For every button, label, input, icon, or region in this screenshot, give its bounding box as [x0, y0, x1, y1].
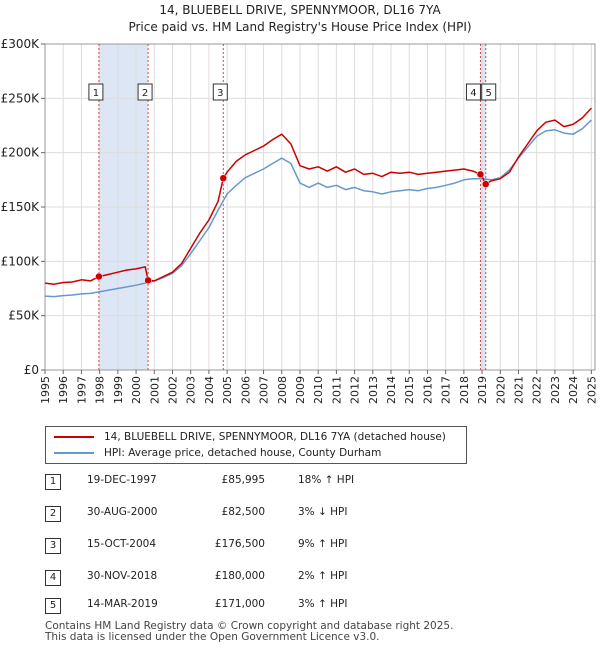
y-tick-label: £100K [1, 254, 41, 268]
sale-number-box [481, 83, 497, 101]
y-tick-label: £150K [1, 200, 41, 214]
x-tick-label: 2010 [312, 376, 325, 404]
sale-hpi-diff: 2% ↑ HPI [298, 570, 348, 582]
chart-legend: 14, BLUEBELL DRIVE, SPENNYMOOR, DL16 7YA… [45, 426, 467, 464]
legend-swatch-price [54, 436, 94, 438]
sale-price: £82,500 [221, 506, 265, 518]
x-tick-label: 2008 [276, 376, 289, 404]
y-tick-label: £200K [1, 146, 41, 160]
x-tick-label: 1998 [94, 376, 107, 404]
x-tick-label: 2016 [421, 376, 434, 404]
sale-price: £176,500 [214, 538, 265, 550]
sale-point-marker [476, 170, 485, 179]
x-tick-label: 2001 [148, 376, 161, 404]
legend-label-hpi: HPI: Average price, detached house, Coun… [104, 447, 382, 459]
chart-title-line1: 14, BLUEBELL DRIVE, SPENNYMOOR, DL16 7YA [159, 3, 441, 17]
chart-title-line2: Price paid vs. HM Land Registry's House … [128, 20, 472, 34]
footer-attribution: Contains HM Land Registry data © Crown c… [45, 621, 453, 643]
sale-number-badge: 2 [45, 506, 61, 522]
legend-label-price: 14, BLUEBELL DRIVE, SPENNYMOOR, DL16 7YA… [104, 431, 446, 443]
sale-date: 19-DEC-1997 [87, 474, 157, 486]
x-tick-label: 1996 [57, 376, 70, 404]
sale-number-box [88, 83, 104, 101]
hpi-series-line [44, 119, 592, 298]
x-tick-label: 2015 [403, 376, 416, 404]
sale-price: £171,000 [214, 598, 265, 610]
footer-line2: This data is licensed under the Open Gov… [45, 631, 380, 643]
table-row: 2 30-AUG-2000 £82,500 3% ↓ HPI [45, 506, 445, 522]
y-tick-label: £250K [1, 91, 41, 105]
sale-number-label: 4 [470, 88, 476, 99]
sale-hpi-diff: 3% ↓ HPI [298, 506, 348, 518]
sale-date: 14-MAR-2019 [87, 598, 158, 610]
price-paid-series-line [44, 107, 592, 285]
x-tick-label: 2022 [531, 376, 544, 404]
x-tick-label: 2009 [294, 376, 307, 404]
x-tick-label: 2021 [513, 376, 526, 404]
legend-swatch-hpi [54, 452, 94, 454]
sale-number-badge: 5 [45, 598, 61, 614]
table-row: 1 19-DEC-1997 £85,995 18% ↑ HPI [45, 474, 445, 490]
sale-number-label: 2 [142, 88, 148, 99]
sale-number-box [212, 83, 228, 101]
y-tick-label: £300K [1, 37, 41, 51]
sale-price: £180,000 [214, 570, 265, 582]
table-row: 4 30-NOV-2018 £180,000 2% ↑ HPI [45, 570, 445, 586]
x-tick-label: 2018 [458, 376, 471, 404]
x-tick-label: 2025 [585, 376, 598, 404]
sale-point-marker [144, 276, 152, 285]
x-tick-label: 2013 [367, 376, 380, 404]
sale-hpi-diff: 9% ↑ HPI [298, 538, 348, 550]
x-tick-label: 2019 [476, 376, 489, 404]
x-tick-label: 2000 [130, 376, 143, 404]
sale-hpi-diff: 18% ↑ HPI [298, 474, 355, 486]
sale-point-marker [95, 272, 103, 281]
sale-date: 15-OCT-2004 [87, 538, 156, 550]
footer-line1: Contains HM Land Registry data © Crown c… [45, 620, 454, 632]
sale-number-box [465, 83, 481, 101]
legend-item-hpi: HPI: Average price, detached house, Coun… [54, 445, 381, 461]
x-tick-label: 2014 [385, 376, 398, 404]
sale-number-label: 3 [217, 88, 223, 99]
x-tick-label: 2007 [258, 376, 271, 404]
x-tick-label: 2020 [494, 376, 507, 404]
x-tick-label: 2011 [330, 376, 343, 404]
sale-number-badge: 1 [45, 474, 61, 490]
x-tick-label: 2024 [567, 376, 580, 404]
x-tick-label: 1999 [112, 376, 125, 404]
legend-item-price: 14, BLUEBELL DRIVE, SPENNYMOOR, DL16 7YA… [54, 429, 446, 445]
x-tick-label: 1997 [75, 376, 88, 404]
sale-number-box [137, 83, 153, 101]
sale-price: £85,995 [221, 474, 265, 486]
x-tick-label: 2023 [549, 376, 562, 404]
sale-number-badge: 4 [45, 570, 61, 586]
x-tick-label: 2017 [440, 376, 453, 404]
x-tick-label: 2006 [239, 376, 252, 404]
x-tick-label: 2002 [166, 376, 179, 404]
sale-hpi-diff: 3% ↑ HPI [298, 598, 348, 610]
x-tick-label: 1995 [39, 376, 52, 404]
y-tick-label: £0 [24, 363, 39, 377]
y-tick-label: £50K [8, 309, 40, 323]
x-tick-label: 2012 [349, 376, 362, 404]
table-row: 5 14-MAR-2019 £171,000 3% ↑ HPI [45, 598, 445, 614]
table-row: 3 15-OCT-2004 £176,500 9% ↑ HPI [45, 538, 445, 554]
sale-number-label: 5 [486, 88, 492, 99]
sale-date: 30-NOV-2018 [87, 570, 158, 582]
sale-date: 30-AUG-2000 [87, 506, 158, 518]
sale-point-marker [481, 180, 490, 188]
sale-point-marker [219, 174, 228, 182]
sale-number-label: 1 [93, 88, 99, 99]
x-tick-label: 2003 [185, 376, 198, 404]
x-tick-label: 2005 [221, 376, 234, 404]
x-tick-label: 2004 [203, 376, 216, 404]
sale-number-badge: 3 [45, 538, 61, 554]
